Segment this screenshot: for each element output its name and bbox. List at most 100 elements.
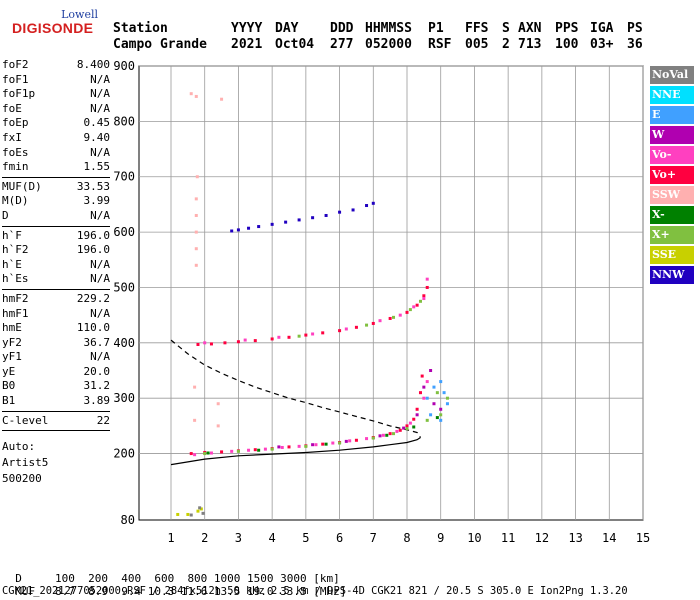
echo-point bbox=[284, 220, 288, 224]
param-row: MUF(D) 33.53 bbox=[2, 180, 110, 195]
echo-point bbox=[381, 433, 385, 437]
param-name: foF1 bbox=[2, 72, 29, 86]
legend-item: E bbox=[650, 106, 694, 124]
param-value: 36.7 bbox=[83, 335, 111, 349]
footer-distance-row: D 100 200 400 600 800 1000 1500 3000 [km… bbox=[2, 559, 340, 585]
echo-point bbox=[422, 396, 426, 400]
echo-point bbox=[196, 342, 200, 346]
echo-point bbox=[405, 427, 409, 431]
ionospheric-parameters-panel: foF2 8.400 foF1 N/A foF1p N/A foE N/A foEp 0.45 fx… bbox=[2, 58, 110, 487]
param-name: C-level bbox=[2, 413, 49, 427]
x-tick-label: 2 bbox=[201, 531, 208, 545]
echo-point bbox=[435, 391, 439, 395]
param-value: 0.45 bbox=[83, 116, 111, 130]
echo-point bbox=[257, 225, 261, 229]
echo-point bbox=[351, 208, 355, 212]
param-value: 33.53 bbox=[76, 179, 110, 193]
echo-point bbox=[365, 437, 369, 441]
echo-point bbox=[321, 331, 325, 335]
echo-point bbox=[388, 316, 392, 320]
echo-point bbox=[331, 441, 335, 445]
echo-point bbox=[223, 341, 227, 345]
header-label: DAY bbox=[275, 21, 299, 36]
echo-point bbox=[257, 448, 261, 452]
echo-point bbox=[378, 319, 382, 323]
echo-point bbox=[412, 305, 416, 309]
y-tick-label: 80 bbox=[121, 513, 135, 527]
param-value: N/A bbox=[90, 272, 110, 286]
echo-point bbox=[314, 443, 318, 447]
y-tick-label: 400 bbox=[113, 336, 135, 350]
y-tick-label: 500 bbox=[113, 280, 135, 294]
header-value: RSF bbox=[428, 37, 452, 52]
param-name: hmF1 bbox=[2, 306, 29, 320]
param-value: N/A bbox=[90, 257, 110, 271]
param-name: M(D) bbox=[2, 194, 29, 208]
param-value: 31.2 bbox=[83, 379, 111, 393]
param-value: N/A bbox=[90, 101, 110, 115]
y-tick-label: 200 bbox=[113, 447, 135, 461]
param-name: h`F bbox=[2, 228, 22, 242]
echo-point bbox=[422, 297, 426, 301]
param-name: B1 bbox=[2, 394, 16, 408]
echo-point bbox=[194, 94, 198, 98]
header-value: Campo Grande bbox=[113, 37, 207, 52]
param-name: yF2 bbox=[2, 335, 22, 349]
header-value: 100 bbox=[555, 37, 579, 52]
echo-point bbox=[194, 213, 198, 217]
echo-point bbox=[425, 380, 429, 384]
footer-muf-values: 8.7 8.9 9.4 10.3 11.6 13.5 19.0 33.5 [MH… bbox=[35, 585, 347, 598]
echo-point bbox=[203, 452, 207, 456]
param-row: hmF1 N/A bbox=[2, 307, 110, 322]
echo-point bbox=[392, 315, 396, 319]
echo-point bbox=[236, 449, 240, 453]
echo-point bbox=[206, 451, 210, 455]
param-row: C-level 22 bbox=[2, 414, 110, 429]
param-separator bbox=[2, 176, 110, 178]
echo-point bbox=[189, 452, 193, 456]
footer-d-label: D bbox=[15, 572, 22, 585]
echo-point bbox=[418, 391, 422, 395]
param-name: MUF(D) bbox=[2, 179, 42, 193]
echo-point bbox=[287, 445, 291, 449]
footer-muf-row: MUF 8.7 8.9 9.4 10.3 11.6 13.5 19.0 33.5… bbox=[2, 572, 346, 598]
echo-point bbox=[425, 285, 429, 289]
echo-point bbox=[418, 299, 422, 303]
echo-point bbox=[270, 222, 274, 226]
profile-curve-solid bbox=[170, 436, 421, 466]
param-row: h`E N/A bbox=[2, 258, 110, 273]
param-name: h`F2 bbox=[2, 243, 29, 257]
param-row: B1 3.89 bbox=[2, 394, 110, 409]
echo-point bbox=[378, 434, 382, 438]
param-name: h`Es bbox=[2, 272, 29, 286]
echo-point bbox=[193, 385, 197, 389]
param-value: 229.2 bbox=[76, 291, 110, 305]
param-value: 3.89 bbox=[83, 394, 111, 408]
echo-point bbox=[408, 421, 412, 425]
legend-item: Vo- bbox=[650, 146, 694, 164]
echo-point bbox=[429, 413, 433, 417]
param-value: 20.0 bbox=[83, 364, 111, 378]
param-row: h`Es N/A bbox=[2, 272, 110, 287]
autoscale-line: Auto: bbox=[2, 440, 36, 454]
echo-point bbox=[395, 429, 399, 433]
echo-point bbox=[354, 325, 358, 329]
polarization-legend: NoVal NNE E W Vo- Vo+ SSW X- X+ SSE NNW bbox=[650, 66, 694, 286]
echo-point bbox=[371, 321, 375, 325]
param-row: foE N/A bbox=[2, 102, 110, 117]
legend-item: W bbox=[650, 126, 694, 144]
autoscale-line: 500200 bbox=[2, 472, 42, 486]
echo-point bbox=[176, 512, 180, 516]
echo-point bbox=[422, 294, 426, 298]
header-value: 277 bbox=[330, 37, 354, 52]
echo-point bbox=[297, 444, 301, 448]
x-tick-label: 8 bbox=[403, 531, 410, 545]
echo-point bbox=[186, 512, 190, 516]
param-name: D bbox=[2, 208, 9, 222]
param-value: 196.0 bbox=[76, 228, 110, 242]
param-row: foF1 N/A bbox=[2, 73, 110, 88]
echo-point bbox=[432, 385, 436, 389]
header-label: DDD bbox=[330, 21, 354, 36]
param-value: N/A bbox=[90, 145, 110, 159]
param-row: h`F2 196.0 bbox=[2, 243, 110, 258]
